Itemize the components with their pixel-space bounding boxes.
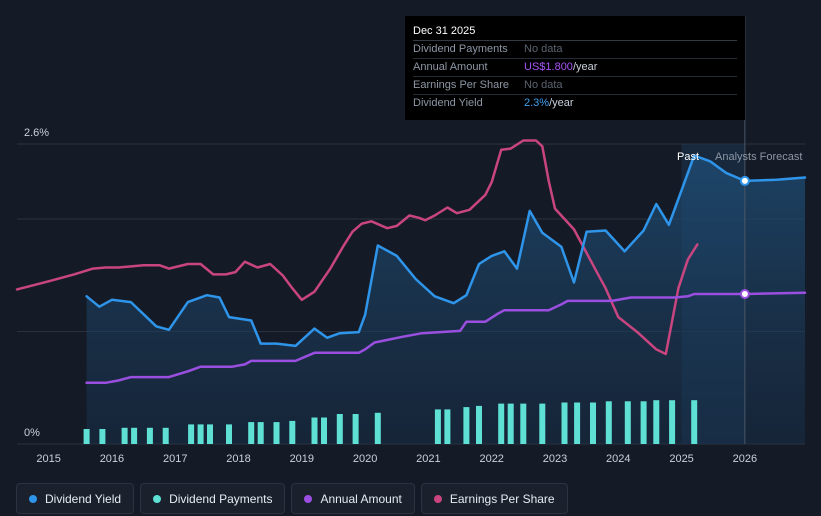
dividend-payment-bar xyxy=(83,429,90,444)
dividend-payment-bar xyxy=(188,424,195,444)
dividend-payment-bar xyxy=(121,427,128,444)
dividend-payment-bar xyxy=(624,401,631,444)
dividend-payment-bar xyxy=(311,417,318,444)
dividend-payment-bar xyxy=(226,424,232,444)
earnings-per-share-line xyxy=(15,139,699,356)
legend-dividend-payments[interactable]: Dividend Payments xyxy=(140,483,286,514)
x-tick-label: 2015 xyxy=(36,453,60,465)
x-tick-label: 2022 xyxy=(479,453,503,465)
tooltip-label: Earnings Per Share xyxy=(413,79,509,91)
dividend-payment-bar xyxy=(374,412,381,444)
dividend-payment-bar xyxy=(640,401,647,444)
tooltip-row: Annual Amount US$1.800/year xyxy=(413,59,737,77)
annual-amount-marker xyxy=(739,289,750,299)
legend-label: Earnings Per Share xyxy=(449,491,555,506)
tooltip-value: 2.3% xyxy=(524,97,550,109)
dividend-payment-bar xyxy=(434,409,441,444)
y-axis-label-min: 0% xyxy=(24,427,40,439)
annual-amount-line xyxy=(85,291,807,385)
legend-earnings-per-share[interactable]: Earnings Per Share xyxy=(420,483,568,514)
dividend-payment-bar xyxy=(273,422,280,444)
x-tick-label: 2021 xyxy=(416,453,440,465)
dividend-payment-bar xyxy=(520,403,527,444)
dividend-payment-bar xyxy=(257,422,264,444)
tooltip-value: No data xyxy=(524,79,563,91)
dividend-payment-bar xyxy=(653,400,660,444)
x-tick-label: 2018 xyxy=(226,453,250,465)
dividend-yield-fill xyxy=(86,155,806,444)
legend: Dividend Yield Dividend Payments Annual … xyxy=(16,483,568,514)
dividend-payment-bar xyxy=(476,405,482,444)
dividend-payment-bar xyxy=(561,402,568,444)
x-tick-label: 2020 xyxy=(353,453,377,465)
dividend-payment-bar xyxy=(289,420,296,444)
tooltip: Dec 31 2025 Dividend Payments No data An… xyxy=(405,16,745,120)
dividend-yield-line xyxy=(85,154,807,348)
tooltip-suffix: /year xyxy=(572,61,598,73)
selection-markers xyxy=(739,175,750,299)
legend-dot-icon xyxy=(29,494,37,503)
x-tick-label: 2017 xyxy=(163,453,187,465)
dividend-payment-bar xyxy=(207,424,213,444)
series-lines xyxy=(15,139,807,385)
legend-dividend-yield[interactable]: Dividend Yield xyxy=(16,483,135,514)
y-axis-label-max: 2.6% xyxy=(24,127,49,139)
legend-annual-amount[interactable]: Annual Amount xyxy=(291,483,415,514)
dividend-payment-bar xyxy=(498,403,505,444)
legend-dot-icon xyxy=(153,494,162,503)
legend-label: Dividend Payments xyxy=(169,491,273,506)
legend-dot-icon xyxy=(433,494,442,503)
dividend-payment-bar xyxy=(131,427,138,444)
tooltip-value: US$1.800 xyxy=(524,61,573,73)
forecast-label: Analysts Forecast xyxy=(715,151,802,163)
legend-dot-icon xyxy=(304,494,313,503)
tooltip-label: Dividend Yield xyxy=(413,97,483,109)
dividend-payment-bar xyxy=(336,414,343,444)
dividend-payment-bar xyxy=(146,427,153,444)
dividend-payment-bar xyxy=(463,407,470,444)
dividend-yield-marker xyxy=(739,175,750,186)
tooltip-label: Dividend Payments xyxy=(413,43,508,55)
x-tick-label: 2024 xyxy=(606,453,630,465)
tooltip-row: Dividend Payments No data xyxy=(413,41,737,59)
dividend-payment-bar xyxy=(197,424,204,444)
dividend-payment-bar xyxy=(669,400,676,444)
dividend-payment-bar xyxy=(507,403,514,444)
dividend-payment-bar xyxy=(352,414,359,444)
past-label: Past xyxy=(677,151,699,163)
dividend-yield-area xyxy=(86,155,806,444)
dividend-payment-bar xyxy=(605,401,612,444)
x-tick-label: 2019 xyxy=(290,453,314,465)
dividend-payment-bar xyxy=(162,427,169,444)
dividend-payment-bar xyxy=(444,409,451,444)
legend-label: Dividend Yield xyxy=(45,491,122,506)
tooltip-row: Earnings Per Share No data xyxy=(413,77,737,95)
dividend-payment-bar xyxy=(248,422,255,444)
tooltip-label: Annual Amount xyxy=(413,61,488,73)
x-tick-label: 2025 xyxy=(669,453,693,465)
dividend-payment-bar xyxy=(590,402,596,444)
dividend-payment-bar xyxy=(321,417,327,444)
dividend-payment-bar xyxy=(691,400,698,444)
tooltip-suffix: /year xyxy=(549,97,574,109)
dividend-payments-bars xyxy=(83,400,698,444)
x-tick-label: 2026 xyxy=(733,453,757,465)
dividend-payment-bar xyxy=(574,402,581,444)
x-tick-label: 2023 xyxy=(543,453,567,465)
tooltip-value: No data xyxy=(524,43,563,55)
dividend-payment-bar xyxy=(99,429,106,444)
x-axis-ticks: 2015 2016 2017 2018 2019 2020 2021 2022 2023 2024… xyxy=(36,453,757,465)
dividend-payment-bar xyxy=(539,403,546,444)
legend-label: Annual Amount xyxy=(320,491,402,506)
x-tick-label: 2016 xyxy=(100,453,124,465)
tooltip-row: Dividend Yield 2.3%/year xyxy=(413,95,737,112)
tooltip-date: Dec 31 2025 xyxy=(413,23,737,41)
